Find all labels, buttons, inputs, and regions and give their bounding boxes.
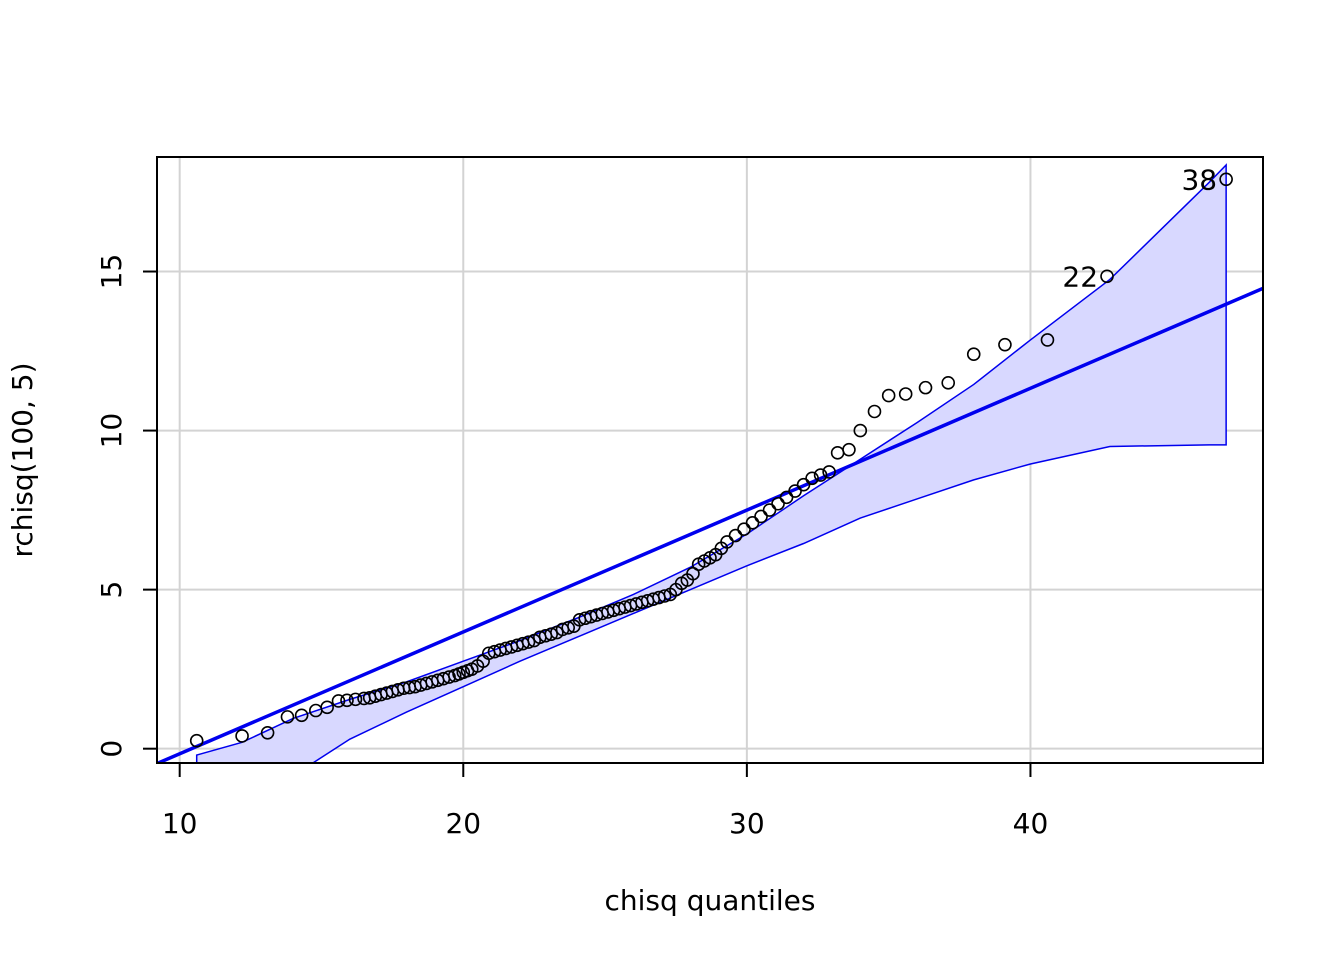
data-point: [966, 347, 981, 362]
y-tick-label-5: 5: [95, 581, 128, 599]
data-point: [998, 337, 1012, 352]
reference-line-group: [157, 286, 1263, 763]
data-point: [754, 509, 768, 524]
data-point: [779, 490, 794, 505]
data-point: [280, 710, 295, 724]
plot-frame: [156, 156, 1264, 764]
data-point: [320, 700, 334, 715]
y-axis-title: rchisq(100, 5): [6, 362, 39, 557]
data-point: [796, 477, 811, 492]
data-point: [260, 725, 275, 740]
grid-lines: [157, 157, 1263, 763]
data-point: [728, 528, 743, 543]
y-tick-label-0: 0: [95, 740, 128, 758]
data-point: [918, 380, 933, 395]
confidence-band: [195, 163, 1227, 763]
data-point: [235, 729, 249, 743]
data-point: [822, 465, 836, 479]
y-axis: 0 5 10 15: [95, 254, 158, 758]
data-point: [762, 503, 777, 517]
x-tick-label-20: 20: [445, 807, 481, 840]
data-point: [561, 621, 576, 635]
data-point: [521, 635, 536, 649]
data-point: [788, 484, 802, 498]
x-tick-label-30: 30: [729, 807, 765, 840]
data-point: [1100, 269, 1114, 284]
data-point: [348, 692, 363, 707]
data-point: [805, 471, 819, 486]
data-point: [340, 693, 354, 708]
data-point: [189, 733, 204, 748]
data-point: [941, 376, 956, 390]
data-point: [867, 404, 882, 419]
data-point: [544, 627, 558, 641]
y-tick-label-10: 10: [95, 413, 128, 449]
data-point: [881, 388, 896, 403]
data-point: [898, 387, 913, 401]
data-point: [830, 446, 845, 460]
point-annotations: 22 38: [1062, 163, 1217, 293]
data-point: [657, 589, 672, 603]
data-point: [294, 708, 309, 723]
reference-line: [157, 286, 1263, 763]
data-point: [771, 496, 785, 511]
y-tick-label-15: 15: [95, 254, 128, 290]
data-point: [1219, 172, 1233, 187]
data-point: [737, 522, 751, 536]
point-label-22: 22: [1062, 260, 1098, 293]
point-label-38: 38: [1181, 163, 1217, 196]
data-points: [189, 172, 1233, 748]
data-point: [745, 516, 760, 530]
data-point: [1040, 333, 1055, 347]
data-point: [813, 468, 828, 482]
data-point: [842, 442, 856, 457]
data-point: [331, 694, 346, 708]
band-area: [195, 163, 1227, 763]
data-point: [853, 423, 868, 438]
x-tick-label-40: 40: [1013, 807, 1049, 840]
data-point: [720, 535, 734, 549]
x-tick-label-10: 10: [162, 807, 198, 840]
data-point: [442, 670, 456, 684]
x-axis-title: chisq quantiles: [605, 884, 816, 917]
x-axis: 10 20 30 40: [162, 762, 1049, 840]
